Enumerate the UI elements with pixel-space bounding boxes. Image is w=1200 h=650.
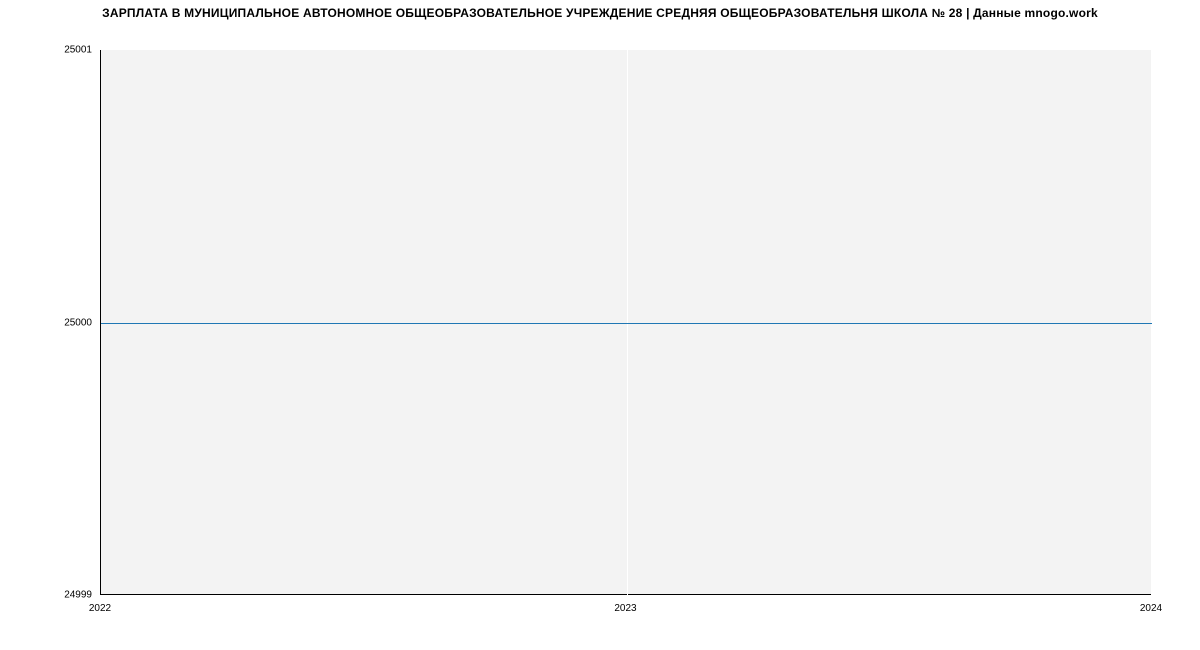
- plot-area: [100, 50, 1151, 595]
- ytick-24999: 24999: [52, 590, 92, 601]
- xtick-2022: 2022: [89, 603, 111, 614]
- chart-title: ЗАРПЛАТА В МУНИЦИПАЛЬНОЕ АВТОНОМНОЕ ОБЩЕ…: [0, 6, 1200, 20]
- ytick-25000: 25000: [52, 317, 92, 328]
- xtick-2024: 2024: [1140, 603, 1162, 614]
- xtick-2023: 2023: [614, 603, 636, 614]
- chart-container: ЗАРПЛАТА В МУНИЦИПАЛЬНОЕ АВТОНОМНОЕ ОБЩЕ…: [0, 0, 1200, 650]
- ytick-25001: 25001: [52, 45, 92, 56]
- series-salary-line: [101, 323, 1152, 324]
